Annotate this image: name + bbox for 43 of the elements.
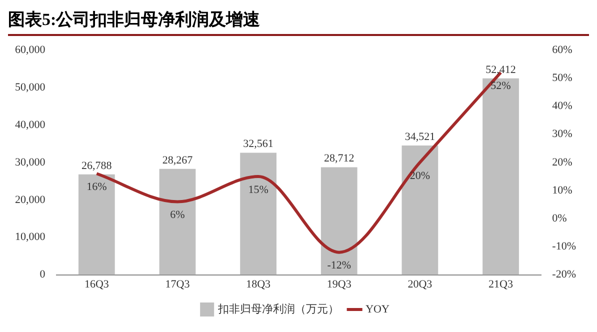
data-label: 34,521: [404, 130, 436, 143]
data-label: 16%: [86, 181, 107, 194]
bar: [320, 167, 358, 275]
data-label: 52,412: [486, 64, 516, 76]
y2-tick-label: 30%: [552, 128, 572, 140]
y2-tick-label: 60%: [552, 44, 572, 56]
x-tick-label: 20Q3: [408, 278, 433, 290]
bar: [240, 152, 276, 275]
data-label: 15%: [248, 184, 268, 196]
bar: [482, 78, 519, 275]
y2-tick-label: -20%: [552, 268, 576, 281]
legend-label: 扣非归母净利润（万元）: [217, 302, 340, 316]
x-tick-label: 17Q3: [165, 278, 190, 290]
y-tick-label: 60,000: [15, 44, 46, 56]
data-label: 26,788: [82, 160, 112, 172]
y-tick-label: 10,000: [15, 231, 46, 244]
y-tick-label: 40,000: [15, 118, 46, 131]
data-label: -12%: [327, 260, 352, 272]
x-tick-label: 19Q3: [326, 278, 352, 290]
bar: [78, 174, 115, 275]
legend-label: YOY: [366, 303, 390, 316]
y2-tick-label: 20%: [552, 156, 572, 168]
y-tick-label: 20,000: [15, 194, 46, 206]
data-label: 52%: [490, 80, 511, 92]
y2-tick-label: 0%: [552, 212, 567, 224]
bar: [159, 168, 196, 275]
y2-tick-label: -10%: [552, 240, 576, 253]
chart-title: 图表5:公司扣非归母净利润及增速: [8, 8, 589, 36]
x-tick-label: 21Q3: [488, 278, 514, 290]
bar: [402, 145, 438, 275]
y2-tick-label: 10%: [552, 184, 572, 196]
data-label: 32,561: [243, 138, 274, 150]
data-label: 28,267: [162, 154, 194, 166]
data-label: 6%: [170, 209, 185, 222]
data-label: 20%: [410, 170, 430, 182]
data-label: 28,712: [324, 152, 354, 165]
y-tick-label: 50,000: [15, 81, 46, 94]
x-tick-label: 18Q3: [246, 278, 272, 290]
y-tick-label: 30,000: [15, 156, 46, 168]
y2-tick-label: 40%: [552, 100, 572, 112]
y-tick-label: 0: [40, 268, 46, 281]
y2-tick-label: 50%: [552, 72, 572, 84]
x-tick-label: 16Q3: [84, 278, 110, 290]
